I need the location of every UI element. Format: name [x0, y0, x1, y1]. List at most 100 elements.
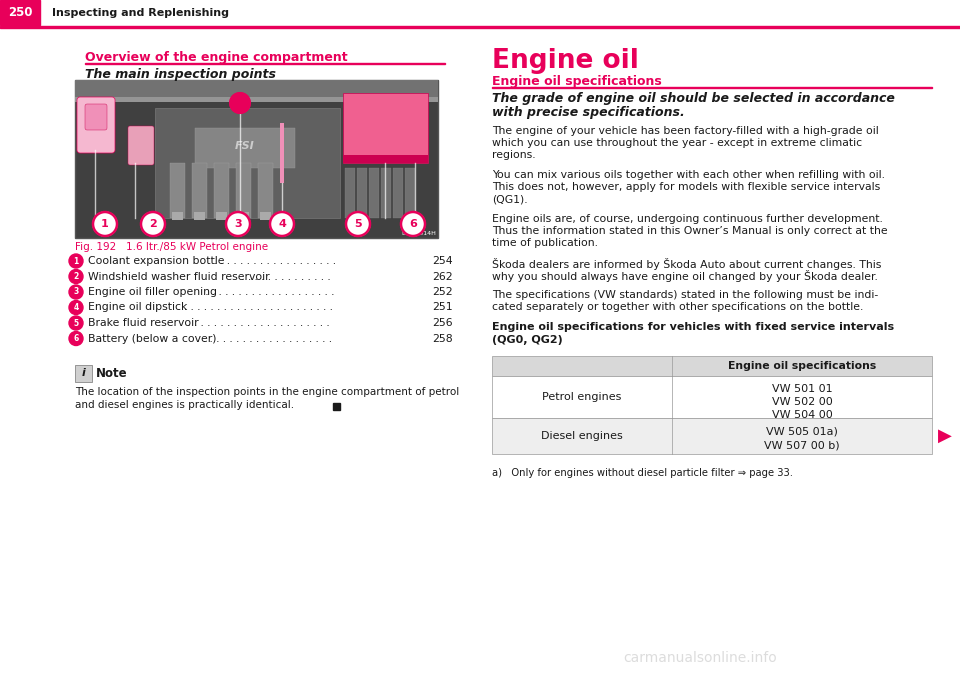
- Text: Coolant expansion bottle: Coolant expansion bottle: [88, 256, 225, 266]
- Text: Brake fluid reservoir: Brake fluid reservoir: [88, 318, 199, 328]
- Bar: [0, 0, 40, 25]
- Circle shape: [141, 212, 165, 236]
- Text: ▶: ▶: [938, 427, 952, 445]
- Text: 2: 2: [73, 272, 79, 281]
- Text: 5: 5: [73, 318, 79, 328]
- Bar: [192, 163, 207, 218]
- Text: i: i: [82, 369, 85, 378]
- Text: Engine oil specifications: Engine oil specifications: [492, 75, 661, 88]
- Text: 262: 262: [432, 271, 453, 281]
- Bar: [381, 168, 391, 218]
- Bar: [357, 168, 367, 218]
- Circle shape: [69, 269, 83, 283]
- Text: 6: 6: [73, 334, 79, 343]
- Text: Diesel engines: Diesel engines: [541, 431, 623, 441]
- Circle shape: [226, 212, 250, 236]
- Text: . . . . . . . . . . . . . . . . . . . . . .: . . . . . . . . . . . . . . . . . . . . …: [183, 318, 329, 328]
- Text: carmanualsonline.info: carmanualsonline.info: [623, 651, 777, 665]
- Text: 5: 5: [354, 219, 362, 229]
- Text: The engine of your vehicle has been factory-filled with a high-grade oil: The engine of your vehicle has been fact…: [492, 126, 878, 136]
- Bar: [0, 26, 960, 28]
- Text: 251: 251: [432, 302, 453, 312]
- Text: Inspecting and Replenishing: Inspecting and Replenishing: [52, 7, 229, 17]
- Text: 250: 250: [8, 6, 33, 19]
- Text: Engine oil specifications: Engine oil specifications: [728, 361, 876, 371]
- Text: . . . . . . . . . . . . . .: . . . . . . . . . . . . . .: [238, 271, 331, 281]
- Text: time of publication.: time of publication.: [492, 238, 598, 248]
- Text: Engine oils are, of course, undergoing continuous further development.: Engine oils are, of course, undergoing c…: [492, 214, 883, 224]
- Text: . . . . . . . . . . . . . . . . . . . . .: . . . . . . . . . . . . . . . . . . . . …: [197, 256, 336, 266]
- FancyBboxPatch shape: [128, 126, 154, 165]
- Text: You can mix various oils together with each other when refilling with oil.: You can mix various oils together with e…: [492, 170, 885, 180]
- Text: Engine oil dipstick: Engine oil dipstick: [88, 302, 187, 312]
- Bar: [492, 87, 932, 88]
- Text: FSI: FSI: [235, 141, 254, 151]
- Bar: [405, 168, 415, 218]
- Text: regions.: regions.: [492, 150, 536, 160]
- Text: Engine oil filler opening: Engine oil filler opening: [88, 287, 217, 297]
- Bar: [492, 376, 932, 418]
- Bar: [343, 155, 428, 163]
- Bar: [345, 168, 355, 218]
- Circle shape: [270, 212, 294, 236]
- Text: Petrol engines: Petrol engines: [542, 392, 622, 402]
- Text: VW 501 01: VW 501 01: [772, 384, 832, 394]
- FancyBboxPatch shape: [77, 97, 115, 153]
- Bar: [260, 212, 271, 220]
- Text: Škoda dealers are informed by Škoda Auto about current changes. This: Škoda dealers are informed by Škoda Auto…: [492, 258, 881, 270]
- Text: a)   Only for engines without diesel particle filter ⇒ page 33.: a) Only for engines without diesel parti…: [492, 468, 793, 478]
- Bar: [75, 80, 438, 238]
- Text: 2: 2: [149, 219, 156, 229]
- Text: Thus the information stated in this Owner’s Manual is only correct at the: Thus the information stated in this Owne…: [492, 226, 888, 236]
- Text: . . . . . . . . . . . . . . . . . . . . .: . . . . . . . . . . . . . . . . . . . . …: [193, 334, 332, 343]
- Circle shape: [230, 93, 250, 113]
- Text: 1: 1: [73, 256, 79, 266]
- Bar: [216, 212, 227, 220]
- Circle shape: [69, 301, 83, 314]
- Text: . . . . . . . . . . . . . . . . . . . . . . . .: . . . . . . . . . . . . . . . . . . . . …: [175, 302, 333, 312]
- Text: cated separately or together with other specifications on the bottle.: cated separately or together with other …: [492, 302, 863, 312]
- Text: 252: 252: [432, 287, 453, 297]
- Bar: [492, 418, 932, 454]
- Text: The specifications (VW standards) stated in the following must be indi-: The specifications (VW standards) stated…: [492, 290, 878, 300]
- Bar: [75, 80, 438, 102]
- Text: VW 507 00 b): VW 507 00 b): [764, 440, 840, 450]
- Text: Engine oil: Engine oil: [492, 48, 638, 74]
- Bar: [75, 97, 438, 102]
- Text: 254: 254: [432, 256, 453, 266]
- Bar: [170, 163, 185, 218]
- Text: why you should always have engine oil changed by your Škoda dealer.: why you should always have engine oil ch…: [492, 270, 877, 282]
- Bar: [155, 108, 340, 218]
- Text: 1: 1: [101, 219, 108, 229]
- Bar: [258, 163, 273, 218]
- Text: Overview of the engine compartment: Overview of the engine compartment: [85, 51, 348, 64]
- Text: . . . . . . . . . . . . . . . . . . . .: . . . . . . . . . . . . . . . . . . . .: [202, 287, 334, 297]
- Circle shape: [69, 316, 83, 330]
- Circle shape: [93, 212, 117, 236]
- Text: and diesel engines is practically identical.: and diesel engines is practically identi…: [75, 400, 294, 410]
- Text: B1Z-0014H: B1Z-0014H: [401, 231, 436, 236]
- Text: VW 504 00: VW 504 00: [772, 410, 832, 420]
- Circle shape: [69, 254, 83, 268]
- Circle shape: [69, 285, 83, 299]
- Circle shape: [69, 332, 83, 345]
- Text: This does not, however, apply for models with flexible service intervals: This does not, however, apply for models…: [492, 182, 880, 192]
- Text: (QG0, QG2): (QG0, QG2): [492, 335, 563, 345]
- Circle shape: [401, 212, 425, 236]
- Text: Engine oil specifications for vehicles with fixed service intervals: Engine oil specifications for vehicles w…: [492, 322, 894, 332]
- Text: (QG1).: (QG1).: [492, 194, 528, 204]
- Text: 3: 3: [234, 219, 242, 229]
- Text: 6: 6: [409, 219, 417, 229]
- Bar: [369, 168, 379, 218]
- Text: Note: Note: [96, 367, 128, 380]
- Text: with precise specifications.: with precise specifications.: [492, 106, 684, 119]
- Text: 4: 4: [73, 303, 79, 312]
- Bar: [333, 403, 340, 410]
- FancyBboxPatch shape: [85, 104, 107, 130]
- Text: VW 505 01a): VW 505 01a): [766, 426, 838, 436]
- Text: which you can use throughout the year - except in extreme climatic: which you can use throughout the year - …: [492, 138, 862, 148]
- Text: 3: 3: [73, 287, 79, 297]
- Text: 258: 258: [432, 334, 453, 343]
- Bar: [0, 0, 960, 25]
- Circle shape: [346, 212, 370, 236]
